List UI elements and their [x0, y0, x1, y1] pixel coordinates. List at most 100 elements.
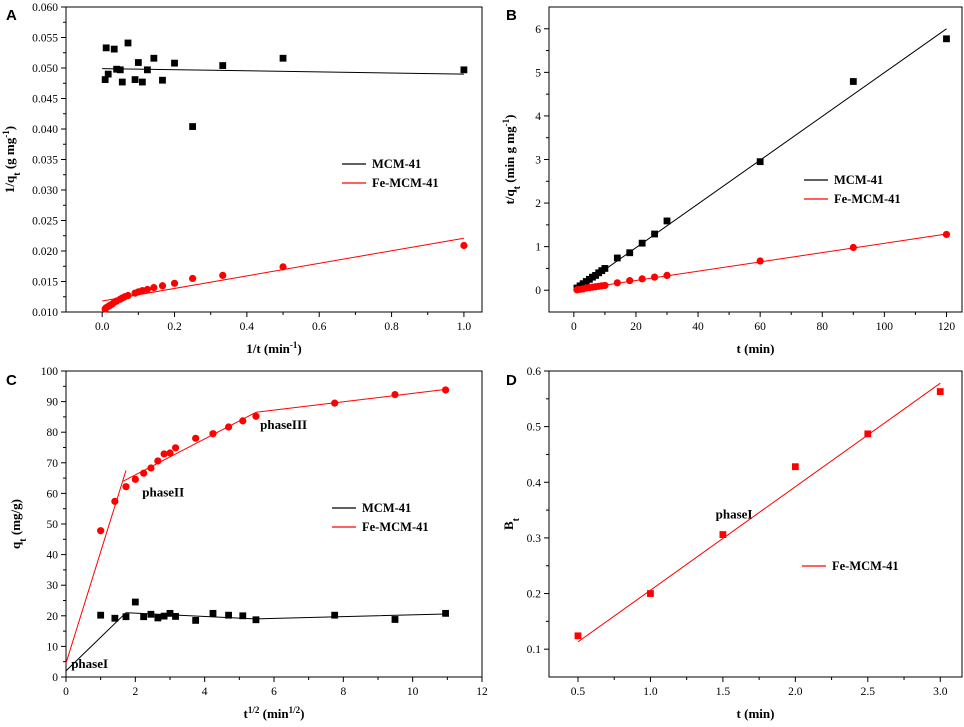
data-point-mcm-41	[161, 613, 168, 620]
data-point-mcm-41	[757, 158, 764, 165]
x-axis-label: t1/2 (min1/2)	[244, 705, 305, 721]
y-tick-label: 0.015	[32, 277, 58, 289]
fit-line-fe-mcm-41	[578, 383, 940, 642]
legend: MCM-41 Fe-MCM-41	[804, 173, 901, 206]
data-point-mcm-41	[392, 616, 399, 623]
data-point-fe-mcm-41	[159, 282, 166, 289]
annotation-phasei: phaseI	[716, 506, 753, 521]
data-point-mcm-41	[172, 613, 179, 620]
data-point-fe-mcm-41	[219, 272, 226, 279]
y-tick-label: 50	[47, 519, 59, 531]
data-point-fe-mcm-41	[122, 483, 129, 490]
x-tick-label: 10	[407, 686, 419, 698]
data-point-mcm-41	[135, 59, 142, 66]
fit-line-mcm-41	[102, 69, 464, 75]
y-tick-label: 5	[535, 67, 541, 79]
y-tick-label: 0.060	[32, 2, 58, 14]
x-tick-label: 0.0	[95, 321, 110, 333]
data-point-fe-mcm-41	[391, 391, 398, 398]
legend-label: MCM-41	[372, 157, 421, 171]
data-point-mcm-41	[139, 79, 146, 86]
x-tick-label: 4	[202, 686, 208, 698]
data-point-fe-mcm-41	[850, 244, 857, 251]
y-tick-label: 0.035	[32, 155, 58, 167]
x-tick-label: 1.0	[643, 686, 658, 698]
y-tick-label: 10	[47, 641, 59, 653]
data-point-mcm-41	[601, 265, 608, 272]
x-tick-label: 0.5	[571, 686, 586, 698]
series-fe-mcm-41	[575, 383, 944, 642]
y-tick-label: 60	[47, 488, 59, 500]
y-tick-label: 70	[47, 458, 59, 470]
panel-c: C 0 2 4 6 8 10 12 0 10 20 30 40 50 60 70 80 90 100 t1/2 (mi…	[6, 366, 488, 721]
x-tick-label: 3.0	[933, 686, 948, 698]
panel-d: D0.5 1.0 1.5 2.0 2.5 3.00.10.20.30.40.50.6t (…	[501, 366, 962, 721]
data-point-mcm-41	[850, 78, 857, 85]
data-point-fe-mcm-41	[189, 275, 196, 282]
data-point-mcm-41	[239, 612, 246, 619]
data-point-mcm-41	[639, 240, 646, 247]
legend-label: MCM-41	[834, 173, 883, 187]
x-tick-label: 20	[630, 321, 642, 333]
x-tick-label: 2.5	[861, 686, 876, 698]
figure: A0.0 0.2 0.4 0.6 0.8 1.00.0100.0150.0200.0250…	[0, 0, 964, 727]
data-point-mcm-41	[140, 613, 147, 620]
fit-line-fe-mcm-41	[256, 389, 446, 412]
data-point-fe-mcm-41	[575, 632, 582, 639]
y-tick-label: 3	[535, 155, 541, 167]
data-point-fe-mcm-41	[864, 430, 871, 437]
data-point-mcm-41	[103, 44, 110, 51]
y-tick-label: 0	[535, 285, 541, 297]
x-tick-label: 0	[63, 686, 69, 698]
y-tick-label: 0.050	[32, 63, 58, 75]
data-point-fe-mcm-41	[144, 286, 151, 293]
x-axis-label: t (min)	[737, 341, 775, 356]
data-point-mcm-41	[614, 255, 621, 262]
x-tick-label: 120	[938, 321, 956, 333]
legend-label: Fe-MCM-41	[834, 192, 901, 206]
data-point-mcm-41	[148, 611, 155, 618]
y-tick-label: 0.4	[527, 477, 542, 489]
data-point-fe-mcm-41	[150, 284, 157, 291]
legend-label: Fe-MCM-41	[372, 176, 439, 190]
legend-label: Fe-MCM-41	[362, 520, 429, 534]
x-axis-label: 1/t (min-1)	[246, 340, 302, 356]
x-tick-label: 2.0	[788, 686, 803, 698]
y-tick-label: 2	[535, 198, 541, 210]
data-point-fe-mcm-41	[111, 498, 118, 505]
y-axis-label: 1/qt (g mg-1)	[1, 126, 23, 193]
y-tick-label: 0	[52, 672, 58, 684]
legend-label: MCM-41	[362, 501, 411, 515]
data-point-mcm-41	[119, 79, 126, 86]
annotation-phaseiii: phaseIII	[260, 417, 307, 432]
y-tick-label: 0.2	[527, 589, 542, 601]
series-fe-mcm-41	[573, 231, 950, 294]
x-tick-label: 12	[476, 686, 488, 698]
data-point-fe-mcm-41	[97, 527, 104, 534]
x-tick-label: 100	[876, 321, 894, 333]
y-tick-label: 0.5	[527, 422, 542, 434]
y-tick-label: 1	[535, 242, 541, 254]
data-point-mcm-41	[461, 66, 468, 73]
data-point-fe-mcm-41	[442, 386, 449, 393]
data-point-fe-mcm-41	[647, 590, 654, 597]
data-point-fe-mcm-41	[279, 263, 286, 270]
x-tick-label: 1.5	[716, 686, 731, 698]
y-tick-label: 0.030	[32, 185, 58, 197]
y-tick-label: 0.055	[32, 33, 58, 45]
data-point-fe-mcm-41	[147, 464, 154, 471]
x-tick-label: 1.0	[457, 321, 472, 333]
panel-label: D	[506, 372, 517, 389]
data-point-fe-mcm-41	[639, 275, 646, 282]
x-tick-label: 2	[132, 686, 138, 698]
data-point-mcm-41	[132, 76, 139, 83]
annotation-phaseii: phaseII	[142, 484, 184, 499]
data-point-mcm-41	[97, 612, 104, 619]
series-fe-mcm-41	[102, 238, 468, 312]
data-point-fe-mcm-41	[601, 282, 608, 289]
data-point-fe-mcm-41	[460, 242, 467, 249]
data-point-mcm-41	[144, 66, 151, 73]
y-tick-label: 0.045	[32, 94, 58, 106]
panel-label: B	[506, 7, 517, 24]
x-tick-label: 6	[271, 686, 277, 698]
